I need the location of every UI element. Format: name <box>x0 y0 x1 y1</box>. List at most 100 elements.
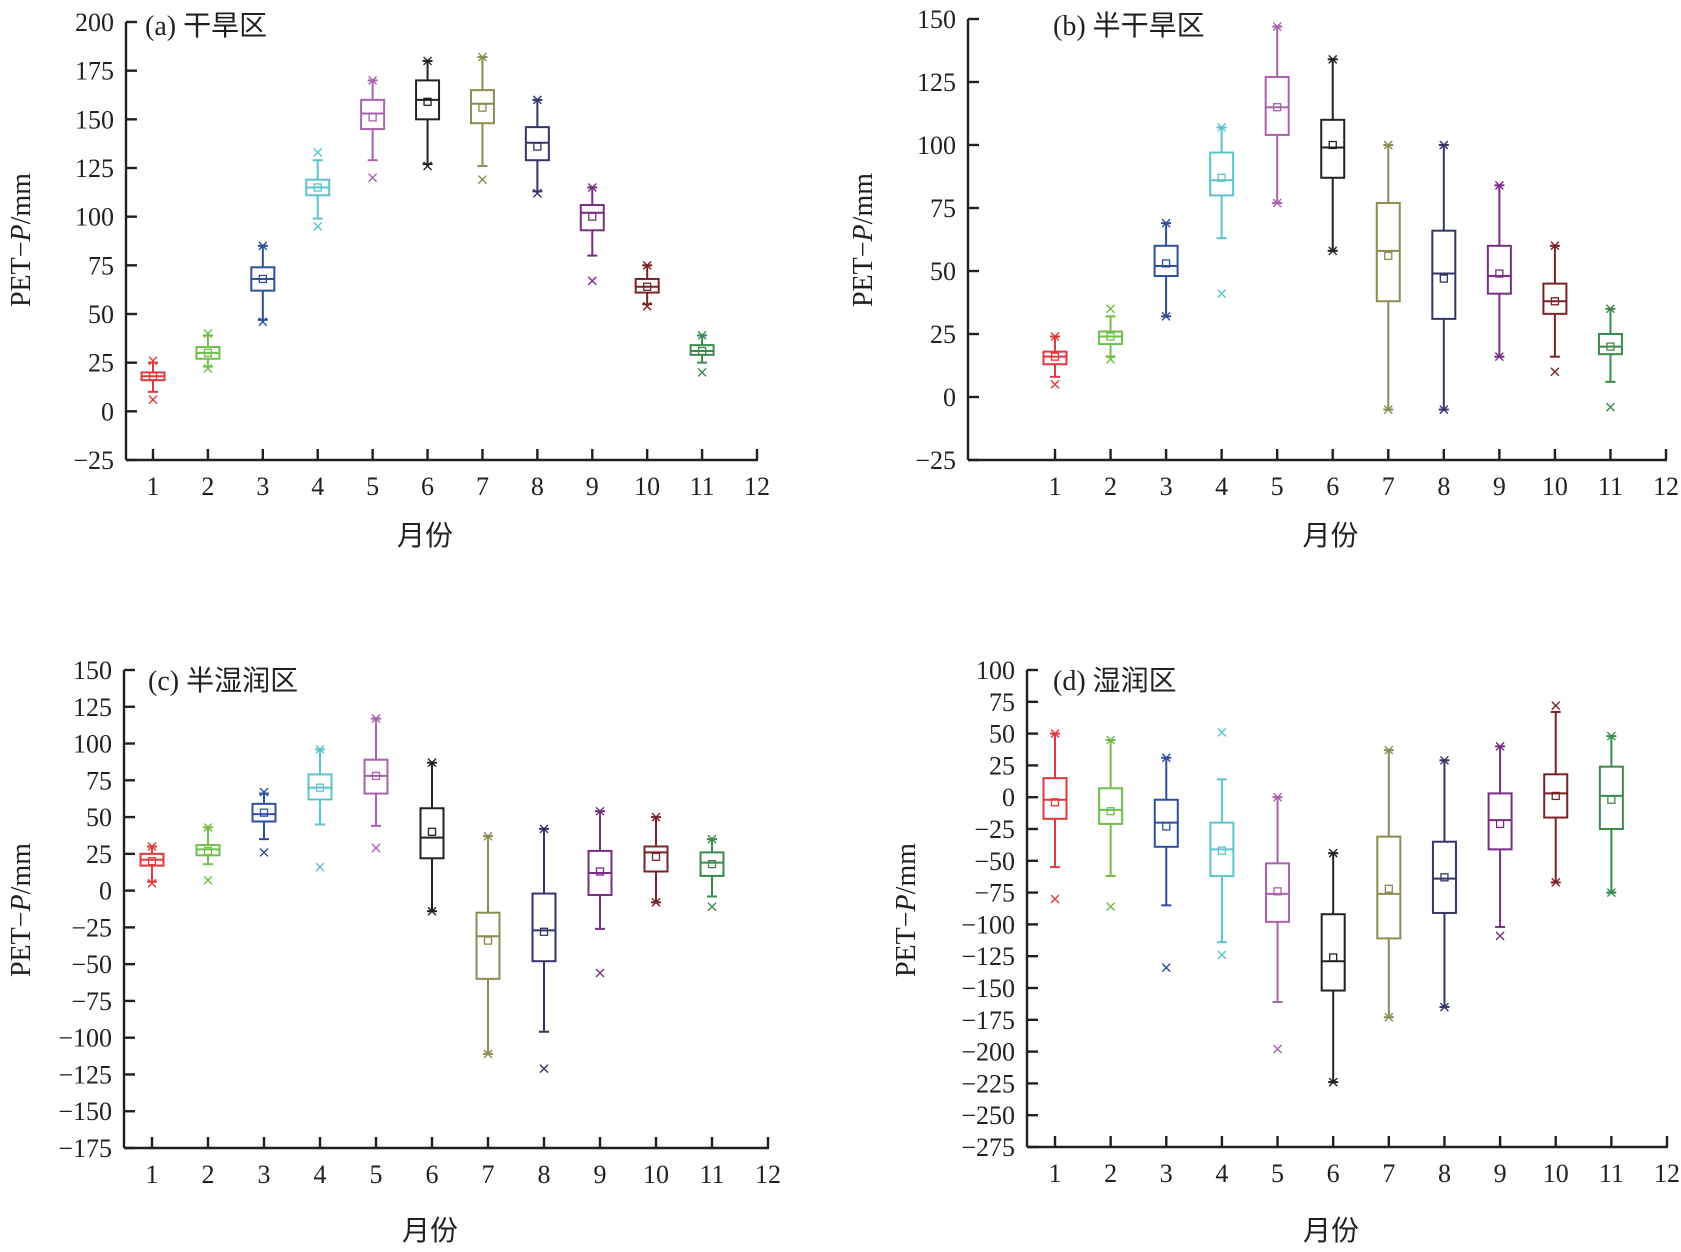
mean-marker <box>1384 251 1393 261</box>
y-tick-label: 100 <box>976 656 1015 685</box>
box-month-7 <box>475 831 501 1059</box>
y-tick-label: 25 <box>989 751 1015 780</box>
mean-marker <box>423 97 432 106</box>
y-tick-label: 175 <box>75 57 114 86</box>
x-tick-label: 1 <box>1049 472 1062 501</box>
extreme-marker <box>1551 701 1561 711</box>
x-tick-label: 3 <box>258 1160 271 1189</box>
mean-marker <box>1606 342 1615 351</box>
x-tick-label: 1 <box>146 1160 159 1189</box>
y-tick-label: 0 <box>101 397 114 426</box>
x-tick-label: 7 <box>1382 472 1395 501</box>
mean-marker <box>1495 819 1505 829</box>
y-axis-title-part: /mm <box>848 173 879 225</box>
extreme-marker <box>203 822 213 832</box>
mean-marker <box>427 827 437 836</box>
mean-marker <box>147 857 157 866</box>
box-month-8 <box>1431 755 1457 1012</box>
x-tick-label: 10 <box>1543 1159 1569 1188</box>
mean-marker <box>1050 352 1060 361</box>
iqr-box <box>1153 244 1179 278</box>
x-tick-label: 4 <box>314 1160 327 1189</box>
y-tick-label: 0 <box>99 877 112 906</box>
x-tick-label: 9 <box>594 1160 607 1189</box>
iqr-box <box>699 851 725 877</box>
box-month-11 <box>1598 731 1624 898</box>
x-tick-label: 1 <box>1049 1159 1062 1188</box>
y-axis-title-part: P <box>848 224 879 242</box>
mean-marker <box>371 771 381 781</box>
x-tick-label: 5 <box>1271 472 1284 501</box>
y-axis-title-part: PET− <box>891 911 922 977</box>
y-tick-label: 50 <box>86 803 112 832</box>
mean-marker <box>478 103 487 112</box>
x-axis-title: 月份 <box>402 1215 458 1247</box>
x-tick-label: 2 <box>1104 1159 1117 1188</box>
iqr-box <box>1264 75 1290 136</box>
mean-marker <box>1273 887 1282 896</box>
box-month-8 <box>531 824 557 1074</box>
extreme-marker <box>1551 877 1561 887</box>
extreme-marker <box>1606 888 1616 898</box>
x-tick-label: 2 <box>201 472 214 501</box>
x-tick-label: 9 <box>586 472 599 501</box>
y-tick-label: 75 <box>88 251 114 280</box>
mean-marker <box>368 113 377 122</box>
extreme-marker <box>423 56 433 66</box>
extreme-marker <box>368 75 378 85</box>
mean-marker <box>588 212 597 221</box>
iqr-box <box>475 911 501 980</box>
extreme-marker <box>1494 180 1504 190</box>
extreme-marker <box>587 276 597 286</box>
extreme-marker <box>203 875 213 885</box>
iqr-box <box>1098 787 1124 825</box>
box-month-10 <box>634 260 660 311</box>
panel-title: (d) 湿润区 <box>1053 665 1177 697</box>
y-tick-label: −25 <box>974 815 1015 844</box>
extreme-marker <box>147 841 157 851</box>
extreme-marker <box>1495 931 1505 941</box>
box-month-11 <box>1597 304 1623 412</box>
x-tick-label: 9 <box>1494 1159 1507 1188</box>
extreme-marker <box>1439 140 1449 150</box>
extreme-marker <box>1495 741 1505 751</box>
mean-marker <box>1161 259 1171 268</box>
mean-marker <box>259 808 269 817</box>
iqr-box <box>1487 792 1513 851</box>
extreme-marker <box>313 147 323 157</box>
extreme-marker <box>1050 332 1060 342</box>
extreme-marker <box>258 241 268 251</box>
extreme-marker <box>1106 354 1116 364</box>
x-tick-label: 2 <box>1104 472 1117 501</box>
box-month-5 <box>1264 22 1290 208</box>
box-month-2 <box>195 328 221 374</box>
x-tick-label: 12 <box>1654 1159 1680 1188</box>
panel-title: (c) 半湿润区 <box>148 665 298 697</box>
y-tick-label: 50 <box>88 300 114 329</box>
y-tick-label: −75 <box>974 879 1015 908</box>
iqr-box <box>1597 333 1623 356</box>
mean-marker <box>1440 873 1449 882</box>
mean-marker <box>643 282 652 291</box>
extreme-marker <box>1217 289 1227 299</box>
iqr-box <box>1542 282 1568 315</box>
y-tick-label: 0 <box>943 383 956 412</box>
extreme-marker <box>1328 848 1338 858</box>
iqr-box <box>1543 773 1569 819</box>
extreme-marker <box>1273 792 1283 802</box>
box-month-3 <box>1153 753 1179 973</box>
mean-marker <box>651 852 661 861</box>
extreme-marker <box>1273 1044 1283 1054</box>
box-month-3 <box>251 787 277 857</box>
y-tick-label: −125 <box>58 1060 112 1089</box>
y-axis-title-part: PET− <box>6 911 37 977</box>
chart-panel-c: 1501251007550250−25−50−75−100−125−150−17… <box>6 656 781 1247</box>
y-tick-label: 50 <box>989 720 1015 749</box>
extreme-marker <box>1272 198 1282 208</box>
iqr-box <box>1598 765 1624 830</box>
x-tick-label: 1 <box>147 472 160 501</box>
y-axis-title-part: PET− <box>848 241 879 307</box>
extreme-marker <box>1161 218 1171 228</box>
box-month-3 <box>1153 218 1179 321</box>
extreme-marker <box>315 744 325 754</box>
